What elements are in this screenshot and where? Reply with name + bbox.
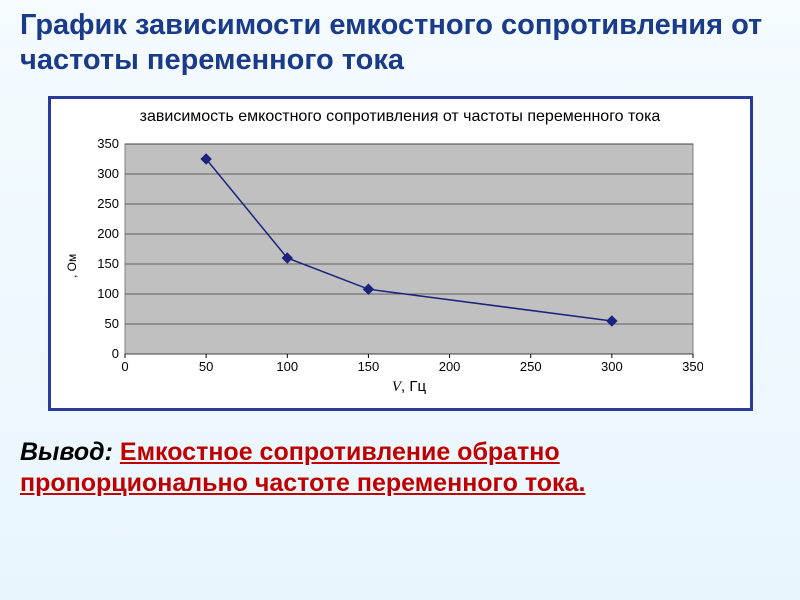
svg-text:250: 250 bbox=[97, 196, 119, 211]
svg-text:300: 300 bbox=[97, 166, 119, 181]
plot-wrap: 0 50 100 150 200 250 300 350 0 50 100 150 200 250 300 3… bbox=[83, 136, 736, 396]
x-axis-label: V, Гц bbox=[83, 378, 736, 396]
svg-text:300: 300 bbox=[601, 359, 623, 374]
x-axis-symbol: V bbox=[392, 379, 401, 395]
page-title: График зависимости емкостного сопротивле… bbox=[20, 8, 780, 78]
svg-text:150: 150 bbox=[357, 359, 379, 374]
svg-text:50: 50 bbox=[198, 359, 212, 374]
svg-text:100: 100 bbox=[276, 359, 298, 374]
svg-text:50: 50 bbox=[104, 316, 118, 331]
svg-text:150: 150 bbox=[97, 256, 119, 271]
svg-text:100: 100 bbox=[97, 286, 119, 301]
conclusion-label: Вывод: bbox=[20, 438, 120, 466]
svg-text:0: 0 bbox=[111, 346, 118, 361]
y-axis-label: , Ом bbox=[65, 136, 79, 396]
slide-page: График зависимости емкостного сопротивле… bbox=[0, 0, 800, 600]
svg-text:200: 200 bbox=[97, 226, 119, 241]
svg-text:0: 0 bbox=[121, 359, 128, 374]
svg-text:200: 200 bbox=[438, 359, 460, 374]
x-axis-unit: , Гц bbox=[401, 378, 426, 395]
svg-text:250: 250 bbox=[519, 359, 541, 374]
svg-text:350: 350 bbox=[682, 359, 703, 374]
chart-frame: зависимость емкостного сопротивления от … bbox=[48, 96, 753, 411]
chart-title: зависимость емкостного сопротивления от … bbox=[65, 107, 736, 126]
svg-text:350: 350 bbox=[97, 136, 119, 151]
chart-body: , Ом 0 50 100 150 200 250 300 350 0 50 100 150 200 25… bbox=[65, 136, 736, 396]
conclusion: Вывод: Емкостное сопротивление обратно п… bbox=[20, 437, 780, 500]
chart-svg: 0 50 100 150 200 250 300 350 0 50 100 150 200 250 300 3… bbox=[83, 136, 703, 376]
